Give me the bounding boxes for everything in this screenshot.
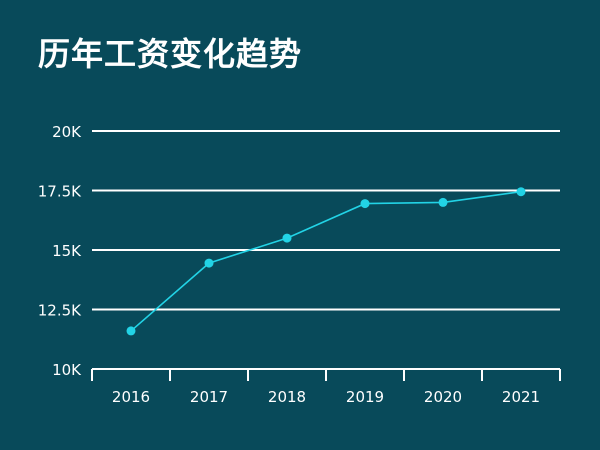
chart-title: 历年工资变化趋势 xyxy=(38,35,303,73)
y-tick-label: 20K xyxy=(52,123,82,141)
data-point xyxy=(516,187,526,197)
data-series xyxy=(126,187,526,336)
x-tick-label: 2016 xyxy=(112,388,150,406)
x-tick-label: 2018 xyxy=(268,388,306,406)
y-tick-label: 12.5K xyxy=(38,302,82,320)
x-tick-label: 2021 xyxy=(502,388,540,406)
x-tick-label: 2019 xyxy=(346,388,384,406)
y-tick-label: 10K xyxy=(52,361,82,379)
y-axis-labels: 10K 12.5K 15K 17.5K 20K xyxy=(38,123,82,379)
data-point xyxy=(360,199,370,209)
grid-lines xyxy=(92,130,560,311)
x-axis-labels: 2016 2017 2018 2019 2020 2021 xyxy=(112,388,540,406)
y-tick-label: 17.5K xyxy=(38,183,82,201)
x-axis xyxy=(91,368,561,381)
y-tick-label: 15K xyxy=(52,242,82,260)
x-tick-label: 2017 xyxy=(190,388,228,406)
data-point xyxy=(282,233,292,243)
data-point xyxy=(126,326,136,336)
data-point xyxy=(438,197,448,207)
data-point xyxy=(204,258,214,268)
series-line xyxy=(130,190,522,332)
x-tick-label: 2020 xyxy=(424,388,462,406)
